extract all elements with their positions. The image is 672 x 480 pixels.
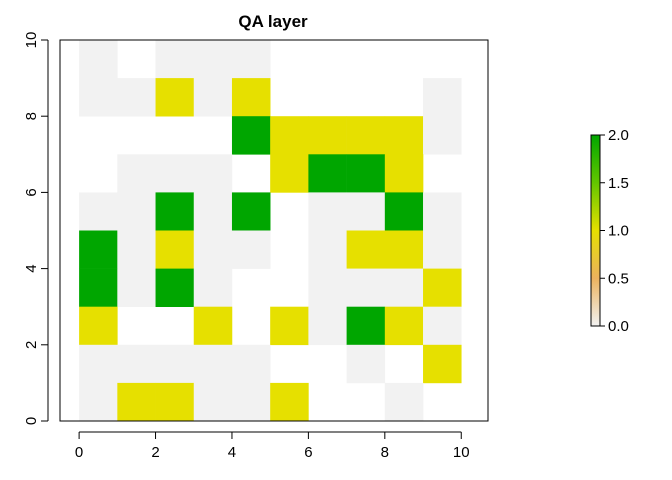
heatmap-cell xyxy=(231,382,271,422)
plot-frame xyxy=(59,39,489,422)
heatmap-cell xyxy=(117,268,156,307)
heatmap-cell xyxy=(231,116,271,155)
heatmap-cell xyxy=(423,268,462,307)
heatmap-cell xyxy=(384,154,424,193)
heatmap-cell xyxy=(423,306,462,346)
heatmap-cell xyxy=(308,230,347,269)
heatmap-cell xyxy=(79,40,118,79)
heatmap-cell xyxy=(423,230,462,269)
y-axis: 0 2 4 6 8 10 xyxy=(23,32,49,425)
x-tick-label: 0 xyxy=(75,444,83,461)
heatmap-cell xyxy=(384,230,424,269)
legend-tick-label: 0.0 xyxy=(608,318,629,335)
heatmap-cell xyxy=(231,230,271,269)
y-tick-label: 6 xyxy=(23,188,40,196)
x-tick-label: 4 xyxy=(228,444,236,461)
heatmap-cell xyxy=(117,230,156,269)
legend-tick-label: 0.5 xyxy=(608,270,629,287)
heatmap-cell xyxy=(117,154,156,193)
heatmap-cell xyxy=(346,268,386,307)
heatmap-cell xyxy=(308,154,347,193)
heatmap-cell xyxy=(193,344,233,384)
heatmap-cell xyxy=(346,344,386,384)
heatmap-cell xyxy=(308,192,347,231)
heatmap-cell xyxy=(155,192,195,231)
heatmap-cell xyxy=(231,40,271,79)
heatmap-cell xyxy=(346,192,386,231)
x-tick-label: 8 xyxy=(381,444,389,461)
x-tick-label: 6 xyxy=(304,444,312,461)
x-tick-label: 2 xyxy=(151,444,159,461)
heatmap-cell xyxy=(117,344,156,384)
heatmap-cell xyxy=(79,382,118,422)
heatmap-cell xyxy=(231,192,271,231)
y-tick-label: 10 xyxy=(23,32,40,49)
heatmap-cell xyxy=(193,230,233,269)
heatmap-cell xyxy=(155,268,195,307)
heatmap-cell xyxy=(193,268,233,307)
heatmap-cell xyxy=(384,268,424,307)
heatmap-cell xyxy=(79,344,118,384)
heatmap-cell xyxy=(270,382,309,422)
legend-color-bar xyxy=(590,134,601,327)
color-legend: 0.0 0.5 1.0 1.5 2.0 xyxy=(590,127,629,335)
y-tick-label: 4 xyxy=(23,264,40,272)
y-tick-label: 2 xyxy=(23,341,40,349)
heatmap-cell xyxy=(79,268,118,307)
heatmap-cell xyxy=(308,116,347,155)
heatmap-cell xyxy=(346,154,386,193)
heatmap-cell xyxy=(346,306,386,346)
heatmap-cell xyxy=(384,306,424,346)
heatmap-cell xyxy=(346,230,386,269)
heatmap-cell xyxy=(193,192,233,231)
x-tick-label: 10 xyxy=(453,444,470,461)
y-tick-label: 8 xyxy=(23,112,40,120)
heatmap-cell xyxy=(79,78,118,117)
heatmap-cell xyxy=(117,78,156,117)
heatmap-cell xyxy=(79,306,118,346)
heatmap-cell xyxy=(346,116,386,155)
legend-tick-label: 2.0 xyxy=(608,127,629,144)
heatmap-cell xyxy=(423,192,462,231)
heatmap-cell xyxy=(155,344,195,384)
heatmap-cell xyxy=(155,154,195,193)
heatmap-cell xyxy=(193,382,233,422)
heatmap-cell xyxy=(155,382,195,422)
heatmap-cell xyxy=(384,116,424,155)
heatmap-cell xyxy=(384,382,424,422)
legend-tick-label: 1.0 xyxy=(608,223,629,240)
heatmap-cell xyxy=(193,306,233,346)
heatmap-cell xyxy=(231,78,271,117)
legend-tick-label: 1.5 xyxy=(608,175,629,192)
heatmap-cell xyxy=(384,192,424,231)
heatmap-cell xyxy=(155,40,195,79)
heatmap-cell xyxy=(308,306,347,346)
heatmap-cell xyxy=(423,78,462,117)
heatmap-cell xyxy=(308,268,347,307)
heatmap-cell xyxy=(155,78,195,117)
heatmap-cell xyxy=(79,230,118,269)
heatmap-cell xyxy=(423,116,462,155)
heatmap-cell xyxy=(270,154,309,193)
heatmap-cell xyxy=(270,116,309,155)
heatmap-cell xyxy=(193,154,233,193)
chart-title: QA layer xyxy=(238,12,308,31)
heatmap-cell xyxy=(117,382,156,422)
heatmap-cell xyxy=(79,192,118,231)
heatmap-cell xyxy=(155,230,195,269)
heatmap-cell xyxy=(270,306,309,346)
heatmap-cell xyxy=(117,192,156,231)
y-tick-label: 0 xyxy=(23,417,40,425)
heatmap-cell xyxy=(423,344,462,384)
x-axis: 0 2 4 6 8 10 xyxy=(75,431,470,461)
heatmap-cell xyxy=(193,78,233,117)
heatmap-cells xyxy=(79,40,462,422)
heatmap-cell xyxy=(193,40,233,79)
heatmap-cell xyxy=(231,344,271,384)
